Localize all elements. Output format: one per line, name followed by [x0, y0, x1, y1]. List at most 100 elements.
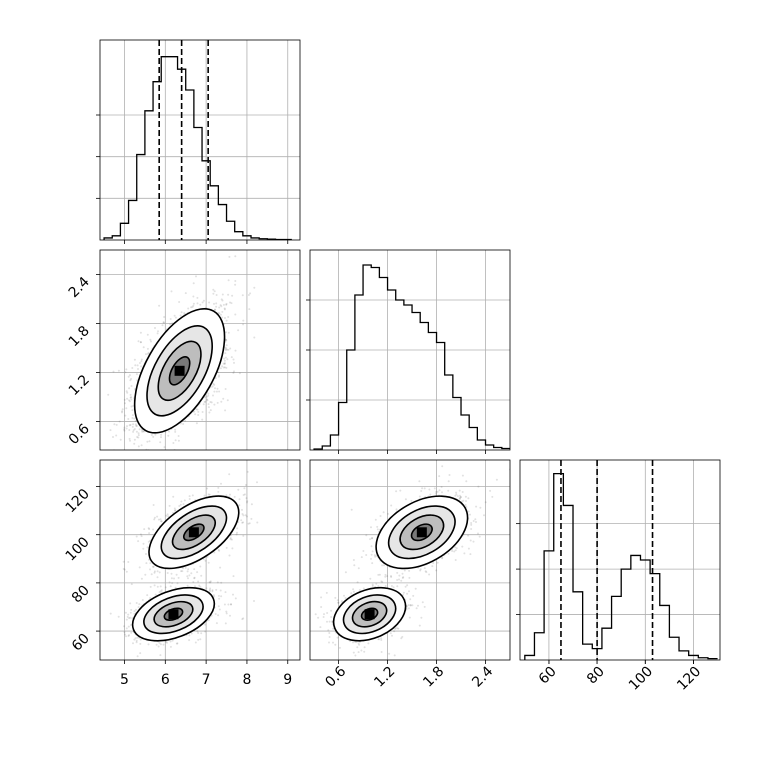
density-contours: [133, 307, 226, 434]
scatter-point: [208, 590, 211, 593]
scatter-point: [154, 327, 156, 329]
scatter-point: [230, 356, 233, 359]
scatter-point: [140, 444, 143, 447]
hist-frame: [309, 249, 511, 451]
scatter-point: [242, 319, 245, 322]
scatter-point: [124, 371, 127, 374]
scatter-point: [163, 316, 166, 318]
scatter-point: [228, 473, 231, 476]
scatter-point: [156, 570, 159, 573]
scatter-point: [209, 401, 212, 403]
scatter-point: [202, 299, 205, 302]
scatter-point: [130, 377, 133, 380]
scatter-point: [160, 520, 162, 523]
scatter-point: [217, 486, 220, 489]
scatter-point: [229, 614, 231, 617]
scatter-point: [131, 417, 134, 419]
scatter-point: [225, 302, 228, 305]
scatter-point: [174, 439, 177, 442]
scatter-point: [148, 440, 151, 443]
scatter-point: [157, 645, 160, 648]
scatter-point: [183, 499, 186, 502]
scatter-point: [371, 584, 374, 587]
scatter-point: [256, 481, 258, 484]
scatter-point: [184, 292, 187, 295]
scatter-point: [390, 585, 393, 587]
scatter-point: [112, 436, 114, 438]
scatter-point: [135, 641, 138, 644]
scatter-point: [332, 627, 335, 630]
scatter-point: [220, 581, 223, 584]
scatter-point: [146, 333, 149, 336]
scatter-point: [139, 341, 142, 344]
scatter-point: [133, 610, 136, 613]
scatter-point: [186, 575, 189, 578]
scatter-point: [215, 305, 218, 308]
scatter-point: [130, 405, 133, 408]
scatter-point: [225, 303, 228, 306]
scatter-point: [352, 590, 355, 593]
scatter-point: [197, 414, 200, 416]
scatter-point: [232, 575, 235, 578]
scatter-point: [227, 348, 230, 351]
scatter-point: [154, 593, 157, 596]
scatter-point: [128, 617, 131, 620]
scatter-point: [131, 409, 134, 412]
scatter-point: [196, 302, 199, 305]
scatter-point: [383, 564, 385, 567]
scatter-point: [129, 379, 132, 382]
scatter-point: [250, 503, 253, 506]
scatter-point: [195, 422, 198, 425]
scatter-point: [188, 495, 191, 498]
density-peak-cell: [174, 365, 185, 376]
scatter-point: [186, 570, 189, 573]
scatter-point: [207, 561, 210, 564]
scatter-point: [244, 514, 247, 517]
scatter-point: [123, 398, 126, 401]
scatter-point: [156, 515, 159, 518]
pair-frame: [99, 249, 301, 451]
scatter-point: [352, 588, 355, 591]
scatter-point: [136, 436, 139, 438]
scatter-point: [166, 641, 168, 644]
scatter-point: [132, 429, 135, 432]
scatter-point: [223, 362, 226, 365]
scatter-point: [236, 527, 239, 530]
scatter-point: [217, 614, 220, 617]
scatter-point: [234, 255, 237, 258]
scatter-point: [168, 504, 171, 507]
scatter-point: [230, 603, 232, 606]
scatter-point: [221, 299, 224, 302]
scatter-point: [233, 370, 235, 373]
scatter-point: [402, 591, 405, 594]
scatter-point: [123, 429, 126, 432]
scatter-point: [218, 549, 221, 552]
scatter-point: [213, 403, 216, 406]
scatter-point: [220, 305, 223, 308]
scatter-point: [418, 624, 421, 627]
scatter-point: [125, 618, 128, 621]
scatter-point: [409, 598, 412, 601]
scatter-point: [131, 367, 134, 369]
scatter-point: [194, 413, 197, 416]
scatter-point: [201, 418, 204, 421]
scatter-point: [223, 357, 226, 360]
scatter-point: [218, 390, 221, 393]
scatter-point: [205, 395, 208, 398]
scatter-point: [220, 595, 223, 598]
scatter-point: [149, 568, 151, 571]
scatter-point: [212, 382, 215, 385]
scatter-point: [129, 616, 132, 619]
scatter-point: [161, 457, 163, 459]
scatter-point: [384, 575, 387, 578]
scatter-point: [118, 420, 121, 423]
scatter-point: [222, 366, 225, 369]
scatter-point: [172, 495, 175, 498]
scatter-point: [222, 397, 225, 400]
scatter-point: [134, 364, 137, 367]
scatter-point: [246, 515, 248, 518]
scatter-point: [225, 494, 228, 497]
scatter-point: [334, 596, 337, 599]
scatter-point: [245, 497, 248, 500]
scatter-point: [134, 423, 137, 426]
